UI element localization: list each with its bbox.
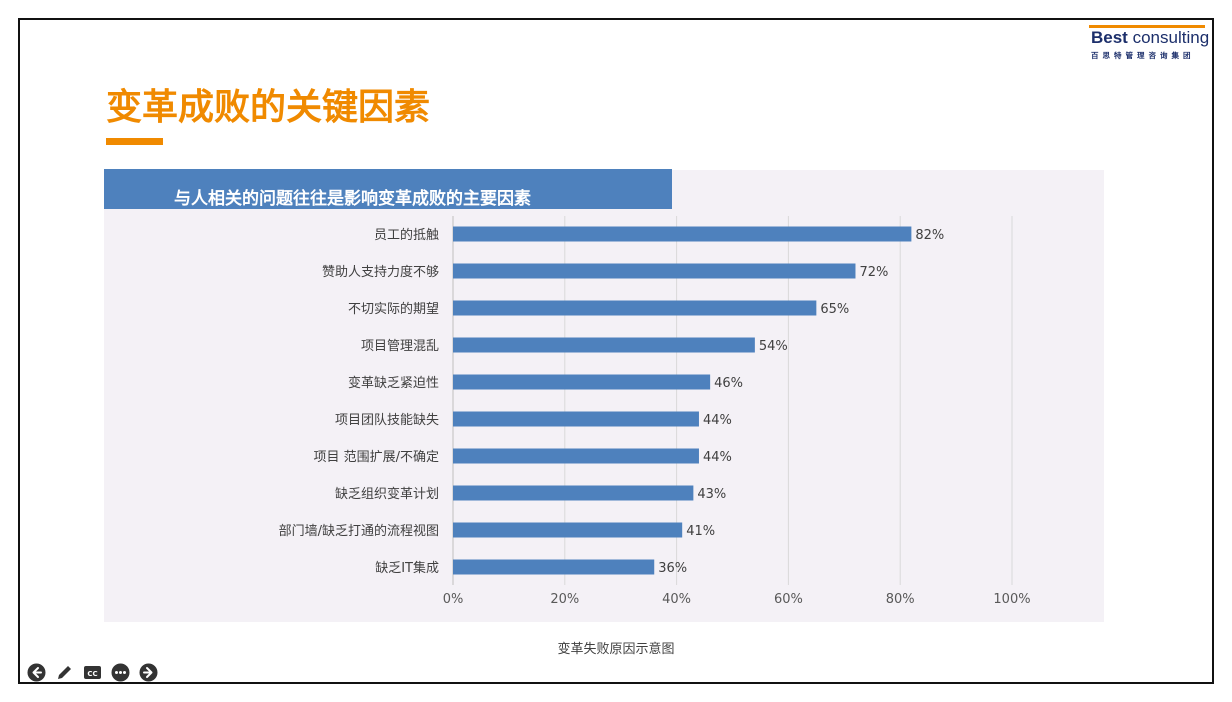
logo-accent-line bbox=[1089, 25, 1205, 28]
bar bbox=[453, 226, 912, 242]
data-label: 65% bbox=[820, 302, 849, 317]
title-underline bbox=[106, 138, 163, 145]
bar bbox=[453, 448, 699, 464]
data-label: 82% bbox=[915, 228, 944, 243]
category-label: 项目团队技能缺失 bbox=[335, 413, 439, 428]
cc-icon[interactable]: CC bbox=[83, 663, 102, 682]
category-label: 缺乏组织变革计划 bbox=[335, 486, 439, 502]
chart-banner bbox=[104, 169, 672, 209]
bar bbox=[453, 300, 817, 316]
data-label: 41% bbox=[686, 524, 715, 539]
chart-caption: 变革失败原因示意图 bbox=[557, 642, 675, 657]
category-label: 变革缺乏紧迫性 bbox=[348, 375, 439, 391]
chart-banner-text: 与人相关的问题往往是影响变革成败的主要因素 bbox=[174, 189, 531, 209]
bar bbox=[453, 485, 694, 501]
category-label: 部门墙/缺乏打通的流程视图 bbox=[279, 523, 439, 539]
x-tick-label: 40% bbox=[662, 592, 691, 607]
x-tick-label: 100% bbox=[993, 592, 1030, 607]
category-label: 缺乏IT集成 bbox=[375, 560, 439, 576]
svg-text:CC: CC bbox=[87, 669, 97, 677]
x-tick-label: 60% bbox=[774, 592, 803, 607]
category-label: 项目 范围扩展/不确定 bbox=[313, 450, 439, 465]
bar bbox=[453, 337, 755, 353]
logo-subtitle: 百思特管理咨询集团 bbox=[1091, 51, 1195, 60]
slideshow-toolbar: CC bbox=[27, 662, 158, 682]
more-icon[interactable] bbox=[111, 663, 130, 682]
category-label: 项目管理混乱 bbox=[361, 339, 439, 354]
category-label: 员工的抵触 bbox=[374, 227, 439, 243]
company-logo: Best consulting 百思特管理咨询集团 bbox=[1089, 22, 1210, 64]
slide-title: 变革成败的关键因素 bbox=[106, 87, 431, 128]
category-label: 不切实际的期望 bbox=[348, 301, 439, 317]
data-label: 72% bbox=[859, 265, 888, 280]
forward-arrow-icon[interactable] bbox=[139, 663, 158, 682]
data-label: 44% bbox=[703, 413, 732, 428]
logo-wordmark: Best consulting bbox=[1091, 28, 1210, 47]
bar bbox=[453, 411, 699, 427]
bar bbox=[453, 559, 655, 575]
bar bbox=[453, 522, 683, 538]
data-label: 43% bbox=[697, 487, 726, 502]
data-label: 46% bbox=[714, 376, 743, 391]
x-tick-label: 80% bbox=[886, 592, 915, 607]
data-label: 44% bbox=[703, 450, 732, 465]
back-arrow-icon[interactable] bbox=[27, 663, 46, 682]
data-label: 54% bbox=[759, 339, 788, 354]
data-label: 36% bbox=[658, 561, 687, 576]
x-tick-label: 0% bbox=[443, 592, 464, 607]
bar bbox=[453, 263, 856, 279]
category-label: 赞助人支持力度不够 bbox=[322, 264, 439, 280]
bar bbox=[453, 374, 711, 390]
pen-icon[interactable] bbox=[55, 663, 74, 682]
chart-panel bbox=[104, 170, 1104, 622]
x-tick-label: 20% bbox=[550, 592, 579, 607]
